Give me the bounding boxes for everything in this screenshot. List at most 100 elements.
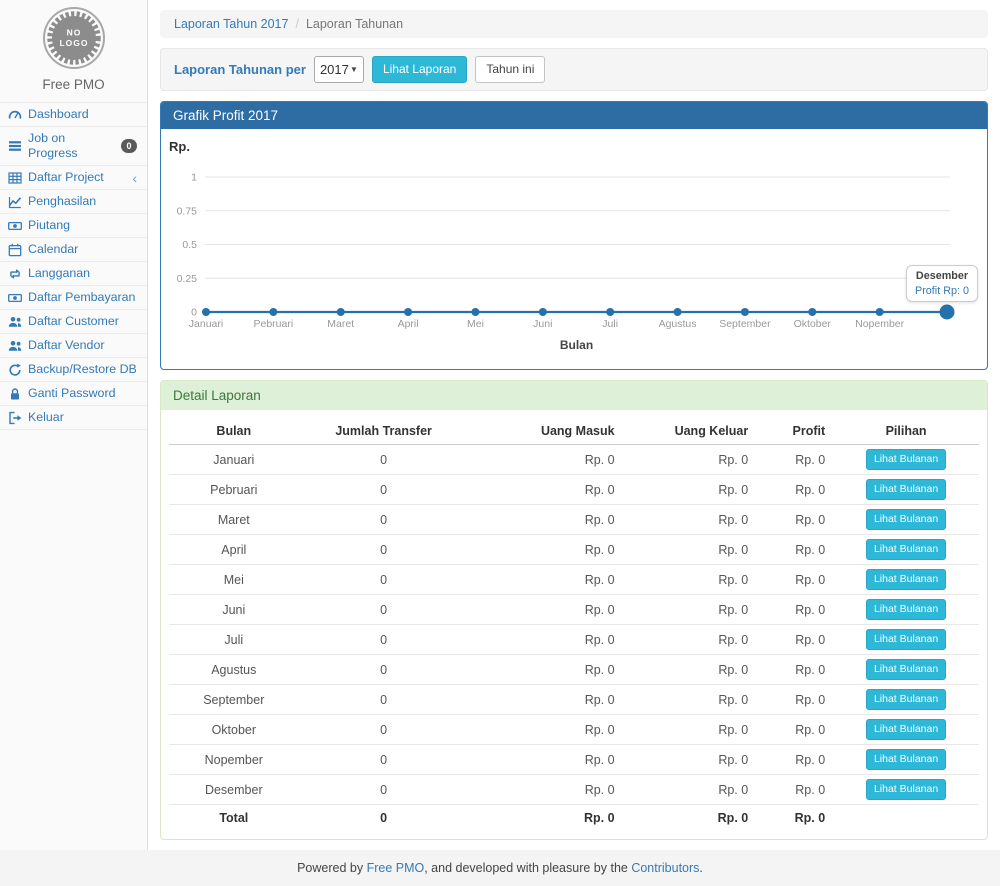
cell-uang-keluar: Rp. 0	[622, 594, 757, 625]
lihat-bulanan-button[interactable]: Lihat Bulanan	[865, 659, 947, 680]
lihat-bulanan-button[interactable]: Lihat Bulanan	[865, 719, 947, 740]
cell-uang-keluar: Rp. 0	[622, 684, 757, 715]
column-header-pilihan: Pilihan	[833, 418, 979, 445]
cell-bulan: Oktober	[169, 714, 299, 745]
svg-text:NO: NO	[66, 28, 81, 38]
cell-pilihan: Lihat Bulanan	[833, 624, 979, 655]
cell-bulan: Juni	[169, 594, 299, 625]
cell-bulan: Nopember	[169, 744, 299, 775]
line-chart-icon	[8, 195, 22, 209]
lihat-bulanan-button[interactable]: Lihat Bulanan	[865, 539, 947, 560]
sidebar-item-job-on-progress[interactable]: Job on Progress 0	[0, 127, 147, 166]
cell-jumlah-transfer: 0	[298, 654, 469, 685]
sidebar-item-daftar-project[interactable]: Daftar Project ‹	[0, 166, 147, 190]
sidebar-item-label: Daftar Project	[28, 170, 104, 184]
cell-profit: Rp. 0	[756, 744, 834, 775]
sidebar-menu: Dashboard Job on Progress 0 Daftar Project ‹…	[0, 102, 147, 430]
sidebar-item-calendar[interactable]: Calendar	[0, 238, 147, 262]
lihat-bulanan-button[interactable]: Lihat Bulanan	[865, 509, 947, 530]
sidebar-item-piutang[interactable]: Piutang	[0, 214, 147, 238]
lihat-bulanan-button[interactable]: Lihat Bulanan	[865, 749, 947, 770]
chart-tooltip-title: Desember	[915, 270, 969, 282]
cell-jumlah-transfer: 0	[298, 594, 469, 625]
cell-jumlah-transfer: 0	[298, 444, 469, 475]
total-cell-uang-keluar: Rp. 0	[717, 811, 749, 825]
cell-uang-masuk: Rp. 0	[468, 714, 623, 745]
report-form-label: Laporan Tahunan per	[174, 62, 306, 77]
cell-pilihan: Lihat Bulanan	[833, 564, 979, 595]
cell-uang-keluar: Rp. 0	[622, 654, 757, 685]
refresh-icon	[8, 363, 22, 377]
cell-uang-keluar: Rp. 0	[622, 624, 757, 655]
cell-pilihan: Lihat Bulanan	[833, 774, 979, 805]
sidebar-item-daftar-customer[interactable]: Daftar Customer	[0, 310, 147, 334]
detail-report-panel: Detail Laporan Bulan Jumlah Transfer Uang …	[160, 380, 988, 840]
cell-profit: Rp. 0	[756, 684, 834, 715]
sidebar-item-dashboard[interactable]: Dashboard	[0, 103, 147, 127]
table-header-row: Bulan Jumlah Transfer Uang Masuk Uang Kelua…	[169, 418, 979, 445]
footer-text-part: Powered by	[297, 861, 367, 875]
svg-text:LOGO: LOGO	[59, 38, 88, 48]
svg-text:Mei: Mei	[467, 318, 484, 330]
cell-uang-masuk: Rp. 0	[468, 534, 623, 565]
svg-text:Rp.: Rp.	[169, 139, 190, 154]
lihat-bulanan-button[interactable]: Lihat Bulanan	[865, 599, 947, 620]
sidebar-item-daftar-pembayaran[interactable]: Daftar Pembayaran	[0, 286, 147, 310]
sidebar-item-label: Daftar Pembayaran	[28, 290, 136, 304]
lihat-bulanan-button[interactable]: Lihat Bulanan	[865, 779, 947, 800]
detail-table-wrap: Bulan Jumlah Transfer Uang Masuk Uang Kelua…	[161, 410, 987, 839]
breadcrumb-current: Laporan Tahunan	[305, 17, 404, 31]
sidebar-item-label: Dashboard	[28, 107, 89, 121]
year-select-value: 2017	[319, 62, 349, 77]
year-select[interactable]: 2017 ▼	[313, 56, 364, 83]
sidebar-item-daftar-vendor[interactable]: Daftar Vendor	[0, 334, 147, 358]
cell-pilihan: Lihat Bulanan	[833, 444, 979, 475]
svg-text:1: 1	[191, 172, 197, 184]
cell-pilihan: Lihat Bulanan	[833, 654, 979, 685]
cell-uang-masuk: Rp. 0	[468, 594, 623, 625]
cell-bulan: April	[169, 534, 299, 565]
table-row: Mei 0 Rp. 0 Rp. 0 Rp. 0 Lihat Bulanan	[169, 564, 979, 595]
cell-bulan: Agustus	[169, 654, 299, 685]
sidebar-item-penghasilan[interactable]: Penghasilan	[0, 190, 147, 214]
total-cell-jumlah-transfer: 0	[380, 811, 388, 825]
dashboard-icon	[8, 108, 22, 122]
lihat-bulanan-button[interactable]: Lihat Bulanan	[865, 629, 947, 650]
sidebar-item-ganti-password[interactable]: Ganti Password	[0, 382, 147, 406]
sidebar: NO LOGO Free PMO Dashboard Job on Progres…	[0, 0, 148, 850]
users-icon	[8, 339, 22, 353]
cell-jumlah-transfer: 0	[298, 564, 469, 595]
lihat-bulanan-button[interactable]: Lihat Bulanan	[865, 689, 947, 710]
lihat-bulanan-button[interactable]: Lihat Bulanan	[865, 569, 947, 590]
breadcrumb-separator: /	[295, 17, 299, 31]
cell-profit: Rp. 0	[756, 534, 834, 565]
tasks-icon	[8, 139, 22, 153]
lihat-laporan-button[interactable]: Lihat Laporan	[371, 56, 468, 83]
profit-line-chart: Rp. 0 0.25 0.5 0.75 1 Januari Pebruari Maret Apri…	[169, 139, 955, 352]
signout-icon	[8, 411, 22, 425]
main-content: Laporan Tahun 2017 / Laporan Tahunan Lapor…	[148, 0, 1000, 850]
cell-pilihan: Lihat Bulanan	[833, 684, 979, 715]
sidebar-item-langganan[interactable]: Langganan	[0, 262, 147, 286]
svg-text:0.75: 0.75	[177, 205, 198, 217]
table-row: Pebruari 0 Rp. 0 Rp. 0 Rp. 0 Lihat Bulanan	[169, 474, 979, 505]
sidebar-item-backup-restore-db[interactable]: Backup/Restore DB	[0, 358, 147, 382]
breadcrumb-link[interactable]: Laporan Tahun 2017	[174, 17, 289, 31]
lihat-bulanan-button[interactable]: Lihat Bulanan	[865, 449, 947, 470]
cell-uang-keluar: Rp. 0	[622, 714, 757, 745]
sidebar-item-label: Calendar	[28, 242, 79, 256]
footer-link-free-pmo[interactable]: Free PMO	[366, 861, 425, 875]
tahun-ini-button[interactable]: Tahun ini	[475, 56, 546, 83]
cell-uang-keluar: Rp. 0	[622, 504, 757, 535]
cell-bulan: Maret	[169, 504, 299, 535]
footer-text-part: , and developed with pleasure by the	[424, 861, 632, 875]
footer-link-contributors[interactable]: Contributors	[631, 861, 700, 875]
svg-text:0.5: 0.5	[182, 239, 197, 251]
lihat-bulanan-button[interactable]: Lihat Bulanan	[865, 479, 947, 500]
cell-uang-masuk: Rp. 0	[468, 774, 623, 805]
cell-profit: Rp. 0	[756, 654, 834, 685]
table-total-row: Total 0 Rp. 0 Rp. 0 Rp. 0	[169, 805, 979, 832]
detail-table: Bulan Jumlah Transfer Uang Masuk Uang Kelua…	[169, 418, 979, 831]
cell-profit: Rp. 0	[756, 564, 834, 595]
sidebar-item-keluar[interactable]: Keluar	[0, 406, 147, 430]
